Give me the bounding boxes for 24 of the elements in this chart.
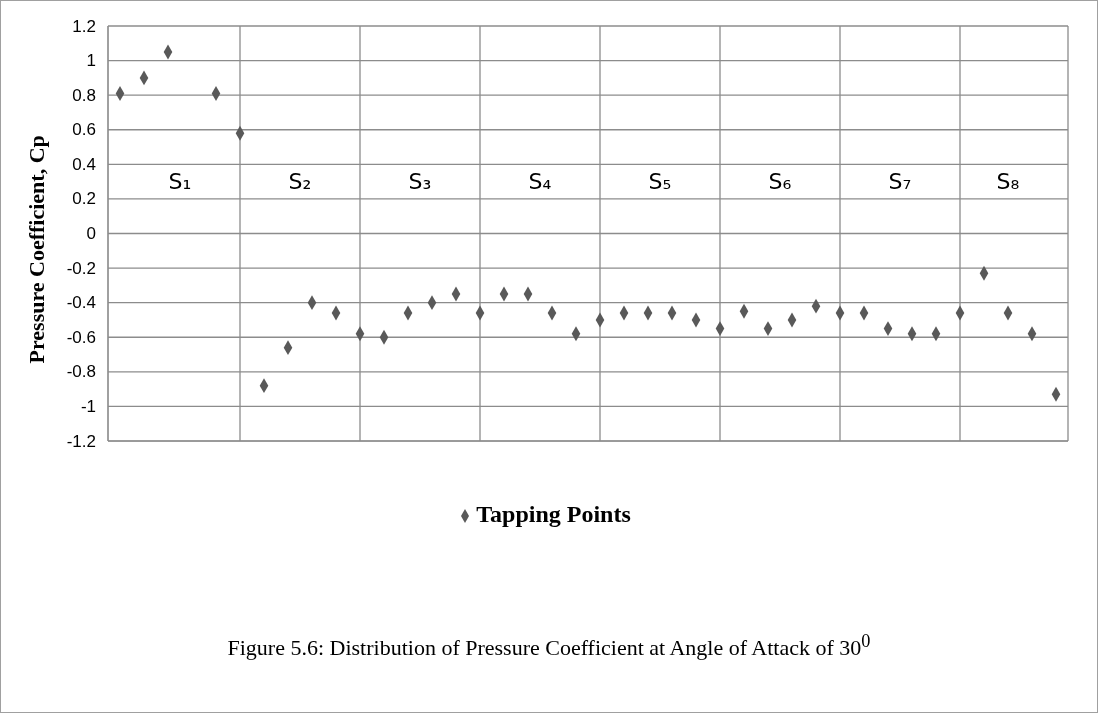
annotation: S₄ bbox=[528, 169, 552, 195]
y-tick-label: 0 bbox=[86, 224, 96, 243]
annotation: S₅ bbox=[648, 169, 672, 195]
y-tick-label: -0.6 bbox=[66, 327, 96, 347]
annotation: S₃ bbox=[408, 169, 432, 195]
y-tick-label: -1 bbox=[80, 396, 96, 416]
y-tick-label: 1 bbox=[86, 51, 96, 71]
y-tick-label: -0.8 bbox=[66, 362, 96, 382]
y-axis-title: Pressure Coefficient, Cp bbox=[23, 135, 49, 364]
y-tick-label: 0.2 bbox=[72, 189, 96, 209]
caption: Figure 5.6: Distribution of Pressure Coefficient at Angle of Attack of 30$^{0}$ bbox=[226, 631, 872, 662]
annotation: S₂ bbox=[288, 169, 312, 195]
y-tick-label: -1.2 bbox=[66, 431, 96, 451]
y-tick-label: -0.4 bbox=[66, 293, 96, 313]
annotation: S₇ bbox=[888, 169, 912, 195]
y-tick-label: -0.2 bbox=[66, 258, 96, 278]
legend-label: Tapping Points bbox=[476, 501, 631, 527]
y-tick-label: 0.4 bbox=[72, 154, 96, 174]
y-tick-label: 0.6 bbox=[72, 120, 96, 140]
y-tick-label: 1.2 bbox=[72, 16, 96, 36]
y-tick-label: 0.8 bbox=[72, 85, 96, 105]
annotation: S₈ bbox=[996, 169, 1020, 195]
annotation: S₁ bbox=[168, 169, 192, 195]
annotation: S₆ bbox=[768, 169, 792, 195]
